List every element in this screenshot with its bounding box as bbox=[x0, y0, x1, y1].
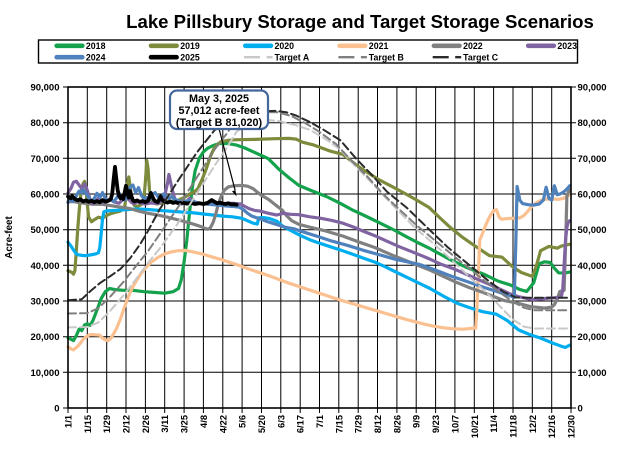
svg-text:8/12: 8/12 bbox=[373, 415, 383, 433]
svg-text:60,000: 60,000 bbox=[578, 190, 607, 201]
svg-text:May 3, 2025: May 3, 2025 bbox=[189, 93, 249, 105]
svg-text:1/15: 1/15 bbox=[83, 415, 93, 433]
svg-text:9/23: 9/23 bbox=[431, 415, 441, 433]
svg-text:Lake Pillsbury Storage and Tar: Lake Pillsbury Storage and Target Storag… bbox=[126, 11, 594, 32]
svg-text:10/21: 10/21 bbox=[470, 415, 480, 438]
svg-text:2024: 2024 bbox=[86, 52, 106, 62]
svg-text:5/20: 5/20 bbox=[257, 415, 267, 433]
svg-text:10/7: 10/7 bbox=[450, 415, 460, 433]
svg-text:2022: 2022 bbox=[463, 41, 483, 51]
svg-text:2/12: 2/12 bbox=[122, 415, 132, 433]
svg-text:2023: 2023 bbox=[557, 41, 577, 51]
svg-text:90,000: 90,000 bbox=[30, 83, 59, 94]
svg-text:3/25: 3/25 bbox=[180, 415, 190, 433]
svg-text:7/1: 7/1 bbox=[315, 415, 325, 428]
svg-text:10,000: 10,000 bbox=[30, 368, 59, 379]
svg-text:2021: 2021 bbox=[369, 41, 389, 51]
svg-text:5/6: 5/6 bbox=[238, 415, 248, 428]
svg-text:4/8: 4/8 bbox=[199, 415, 209, 428]
svg-text:20,000: 20,000 bbox=[30, 332, 59, 343]
svg-text:6/3: 6/3 bbox=[276, 415, 286, 428]
svg-text:80,000: 80,000 bbox=[578, 118, 607, 129]
svg-text:11/18: 11/18 bbox=[509, 415, 519, 438]
svg-text:(Target B 81,020): (Target B 81,020) bbox=[176, 117, 263, 129]
svg-text:50,000: 50,000 bbox=[578, 225, 607, 236]
svg-text:2020: 2020 bbox=[275, 41, 295, 51]
svg-text:1/29: 1/29 bbox=[102, 415, 112, 433]
svg-text:8/26: 8/26 bbox=[392, 415, 402, 433]
svg-text:57,012 acre-feet: 57,012 acre-feet bbox=[178, 105, 259, 117]
svg-text:90,000: 90,000 bbox=[578, 83, 607, 94]
svg-text:10,000: 10,000 bbox=[578, 368, 607, 379]
svg-text:70,000: 70,000 bbox=[578, 154, 607, 165]
svg-text:Acre-feet: Acre-feet bbox=[4, 216, 15, 259]
svg-text:9/9: 9/9 bbox=[412, 415, 422, 428]
svg-text:60,000: 60,000 bbox=[30, 190, 59, 201]
svg-text:70,000: 70,000 bbox=[30, 154, 59, 165]
svg-text:2018: 2018 bbox=[86, 41, 106, 51]
svg-text:1/1: 1/1 bbox=[64, 415, 74, 428]
svg-text:7/15: 7/15 bbox=[334, 415, 344, 433]
svg-text:3/11: 3/11 bbox=[160, 415, 170, 433]
svg-text:12/16: 12/16 bbox=[547, 415, 557, 438]
svg-text:40,000: 40,000 bbox=[30, 261, 59, 272]
svg-text:40,000: 40,000 bbox=[578, 261, 607, 272]
svg-text:6/17: 6/17 bbox=[296, 415, 306, 433]
svg-text:Target B: Target B bbox=[369, 52, 404, 62]
svg-text:30,000: 30,000 bbox=[30, 297, 59, 308]
svg-text:12/30: 12/30 bbox=[567, 415, 577, 438]
svg-text:4/22: 4/22 bbox=[218, 415, 228, 433]
svg-text:Target A: Target A bbox=[275, 52, 310, 62]
svg-text:20,000: 20,000 bbox=[578, 332, 607, 343]
svg-text:2019: 2019 bbox=[180, 41, 200, 51]
svg-text:7/29: 7/29 bbox=[354, 415, 364, 433]
svg-text:30,000: 30,000 bbox=[578, 297, 607, 308]
svg-text:2025: 2025 bbox=[180, 52, 200, 62]
svg-text:Target C: Target C bbox=[463, 52, 499, 62]
svg-text:80,000: 80,000 bbox=[30, 118, 59, 129]
svg-text:2/26: 2/26 bbox=[141, 415, 151, 433]
svg-text:50,000: 50,000 bbox=[30, 225, 59, 236]
svg-text:0: 0 bbox=[578, 404, 583, 415]
svg-text:11/4: 11/4 bbox=[489, 414, 499, 432]
svg-text:12/2: 12/2 bbox=[528, 415, 538, 433]
svg-text:0: 0 bbox=[54, 404, 59, 415]
